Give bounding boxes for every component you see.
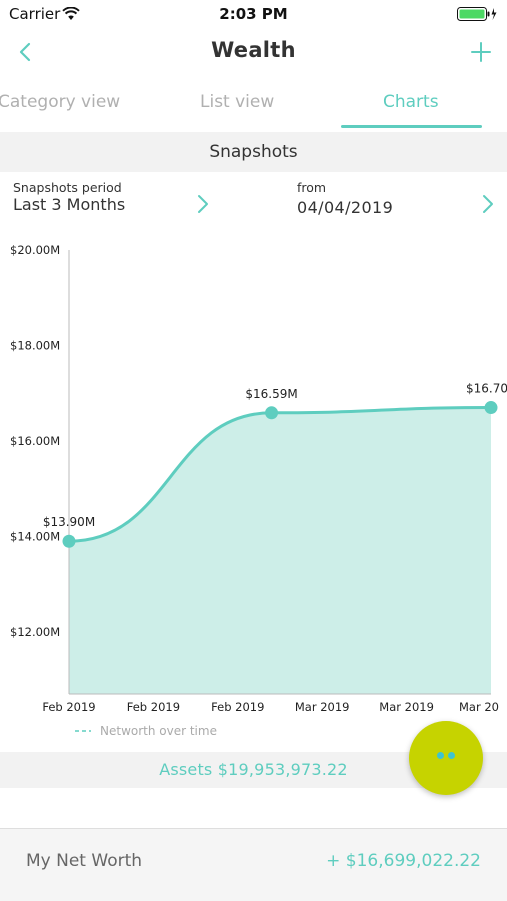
section-title: Snapshots — [209, 142, 298, 162]
data-point — [62, 534, 76, 548]
y-tick-label: $14.00M — [10, 529, 60, 543]
y-tick-label: $20.00M — [10, 243, 60, 257]
from-label: from — [297, 180, 327, 195]
chevron-right-icon[interactable] — [194, 192, 212, 220]
data-label: $16.70 — [466, 382, 507, 396]
chevron-right-icon[interactable] — [479, 192, 497, 220]
y-tick-label: $18.00M — [10, 338, 60, 352]
snapshots-period-value[interactable]: Last 3 Months — [13, 195, 126, 214]
x-tick-label: Feb 2019 — [211, 700, 264, 714]
tab-list-view[interactable]: List view — [200, 92, 275, 112]
view-tabs: Category view List view Charts — [0, 80, 507, 130]
clock-label: 2:03 PM — [219, 5, 288, 23]
more-actions-button[interactable] — [409, 721, 483, 795]
data-label: $13.90M — [43, 515, 95, 529]
series-line-networth — [68, 406, 492, 543]
networth-chart: $12.00M $14.00M $16.00M $18.00M $20.00M Feb 2… — [0, 236, 507, 746]
tab-category-view[interactable]: Category view — [0, 92, 121, 112]
tab-charts[interactable]: Charts — [383, 92, 439, 112]
carrier-label: Carrier — [9, 5, 61, 23]
back-button[interactable] — [14, 38, 38, 66]
x-tick-label: Mar 20 — [459, 700, 499, 714]
navigation-bar: Wealth — [0, 28, 507, 76]
active-tab-indicator — [341, 125, 482, 128]
snapshots-period-label: Snapshots period — [13, 180, 122, 195]
page-title: Wealth — [211, 38, 296, 62]
legend-label: Networth over time — [100, 724, 217, 738]
plus-icon — [471, 42, 491, 62]
period-selector: Snapshots period Last 3 Months from 04/0… — [0, 172, 507, 228]
data-point — [265, 406, 279, 420]
chevron-left-icon — [19, 42, 31, 62]
from-date-value[interactable]: 04/04/2019 — [297, 198, 394, 217]
networth-label: My Net Worth — [26, 851, 143, 871]
assets-total: Assets $19,953,973.22 — [159, 760, 348, 779]
add-button[interactable] — [469, 40, 493, 64]
fab-dot-icon — [437, 752, 444, 759]
wifi-icon — [62, 6, 80, 25]
y-tick-label: $16.00M — [10, 434, 60, 448]
networth-chart-svg: $12.00M $14.00M $16.00M $18.00M $20.00M Feb 2… — [10, 243, 507, 738]
battery-icon — [457, 6, 497, 26]
x-tick-label: Feb 2019 — [42, 700, 95, 714]
fab-dot-icon — [448, 752, 455, 759]
x-tick-label: Mar 2019 — [379, 700, 434, 714]
networth-row[interactable]: My Net Worth + $16,699,022.22 — [0, 828, 507, 901]
chart-area-fill — [69, 407, 491, 694]
section-header: Snapshots — [0, 132, 507, 172]
data-point — [484, 401, 498, 415]
status-bar: Carrier 2:03 PM — [0, 0, 507, 28]
networth-value: + $16,699,022.22 — [326, 851, 481, 871]
y-tick-label: $12.00M — [10, 625, 60, 639]
x-tick-label: Feb 2019 — [127, 700, 180, 714]
x-tick-label: Mar 2019 — [295, 700, 350, 714]
data-label: $16.59M — [245, 387, 297, 401]
